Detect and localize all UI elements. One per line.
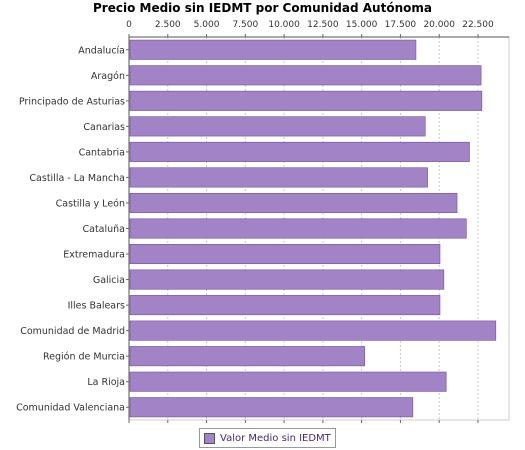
bar <box>129 269 445 290</box>
legend-swatch <box>204 432 215 444</box>
x-tick-label: 7.500 <box>232 20 258 30</box>
bar <box>129 65 482 86</box>
category-label: Castilla - La Mancha <box>29 173 125 184</box>
legend: Valor Medio sin IEDMT <box>199 428 336 448</box>
category-label: Aragón <box>91 71 125 82</box>
bars <box>129 39 497 418</box>
category-label: Cataluña <box>82 224 125 235</box>
x-tick-label: 12.500 <box>307 20 339 30</box>
bar <box>129 218 467 239</box>
x-tick-label: 17.500 <box>385 20 417 30</box>
x-tick-label: 22.500 <box>462 20 494 30</box>
category-label: Comunidad Valenciana <box>16 403 125 414</box>
category-label: Galicia <box>93 275 125 286</box>
bar <box>129 295 441 316</box>
bar <box>129 116 426 137</box>
x-tick-label: 5.000 <box>194 20 220 30</box>
bar <box>129 192 458 213</box>
bar <box>129 141 470 162</box>
bar <box>129 371 447 392</box>
bar <box>129 90 483 111</box>
bar <box>129 320 497 341</box>
legend-label: Valor Medio sin IEDMT <box>220 432 331 444</box>
category-label: Andalucía <box>78 45 125 56</box>
category-label: Illes Balears <box>68 301 125 312</box>
category-label: Castilla y León <box>56 198 125 209</box>
x-tick-label: 0 <box>126 20 132 30</box>
bar <box>129 397 414 418</box>
bar <box>129 39 417 60</box>
x-tick-label: 10.000 <box>268 20 300 30</box>
category-label: Cantabria <box>79 147 125 158</box>
category-label: Comunidad de Madrid <box>20 326 125 337</box>
category-label: La Rioja <box>87 377 125 388</box>
chart-title: Precio Medio sin IEDMT por Comunidad Aut… <box>93 1 432 15</box>
x-tick-label: 20.000 <box>423 20 455 30</box>
x-tick-label: 2.500 <box>155 20 181 30</box>
bar <box>129 346 366 367</box>
category-label: Región de Murcia <box>43 352 125 363</box>
x-tick-label: 15.000 <box>346 20 378 30</box>
category-label: Principado de Asturias <box>19 96 125 107</box>
bar <box>129 167 428 188</box>
bar <box>129 244 441 265</box>
category-label: Extremadura <box>63 250 125 261</box>
category-label: Canarias <box>83 122 125 133</box>
axes: 0 2.500 5.000 7.500 10.000 12.500 15.000 17.500… <box>16 20 509 423</box>
